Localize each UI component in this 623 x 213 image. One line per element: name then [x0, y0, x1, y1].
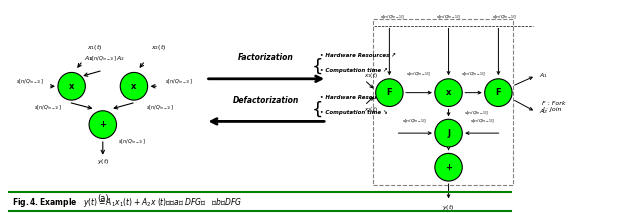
- Text: $A_1$: $A_1$: [539, 71, 548, 80]
- Text: $s[n/Q_{(n-1)}]$: $s[n/Q_{(n-1)}]$: [118, 138, 146, 146]
- Text: F : Fork
J : Join: F : Fork J : Join: [542, 101, 566, 112]
- Text: x: x: [446, 88, 451, 97]
- Text: $s[n/Q_{(n-1)}]$: $s[n/Q_{(n-1)}]$: [470, 118, 495, 125]
- Text: +: +: [99, 120, 107, 129]
- Text: J: J: [447, 129, 450, 138]
- Text: Factorization: Factorization: [238, 53, 294, 62]
- Text: $x_1(t)$: $x_1(t)$: [364, 71, 378, 80]
- Text: • Computation time ↘: • Computation time ↘: [320, 110, 388, 115]
- Text: {: {: [312, 101, 323, 119]
- Text: Defactorization: Defactorization: [233, 96, 299, 105]
- Text: x: x: [69, 82, 74, 91]
- Ellipse shape: [376, 79, 403, 106]
- Text: $s[n/Q_{(n-1)}]$: $s[n/Q_{(n-1)}]$: [492, 13, 517, 21]
- Text: x: x: [131, 82, 136, 91]
- Text: $\bf{Fig.4.Example}$   $y(t)=A_1x_1(t)+A_2x$ $(t)$，（a） DFG，   （b）DFG: $\bf{Fig.4.Example}$ $y(t)=A_1x_1(t)+A_2…: [12, 196, 242, 209]
- Text: $s[n/Q_{(n-1)}]$: $s[n/Q_{(n-1)}]$: [89, 55, 117, 63]
- Ellipse shape: [435, 119, 462, 147]
- Bar: [373, 19, 513, 185]
- Text: $y(t)$: $y(t)$: [97, 157, 109, 166]
- Text: $x_2(t)$: $x_2(t)$: [364, 105, 378, 114]
- Ellipse shape: [120, 72, 148, 100]
- Text: $s[n/Q_{(n-1)}]$: $s[n/Q_{(n-1)}]$: [380, 13, 405, 21]
- Text: $s[n/Q_{(n-1)}]$: $s[n/Q_{(n-1)}]$: [464, 109, 489, 117]
- Text: $A_2$: $A_2$: [539, 107, 548, 116]
- Text: $y(t)$: $y(t)$: [442, 203, 455, 212]
- Text: • Hardware Resources ↗: • Hardware Resources ↗: [320, 53, 396, 58]
- Text: $s[n/Q_{(n-1)}]$: $s[n/Q_{(n-1)}]$: [436, 13, 461, 21]
- Text: {: {: [312, 58, 323, 76]
- Text: $s[n/Q_{(n-1)}]$: $s[n/Q_{(n-1)}]$: [165, 78, 193, 86]
- Text: F: F: [386, 88, 392, 97]
- Text: $A_2$: $A_2$: [116, 54, 125, 63]
- Text: $s[n/Q_{(n-1)}]$: $s[n/Q_{(n-1)}]$: [402, 118, 427, 125]
- Ellipse shape: [58, 72, 85, 100]
- Text: $s[n/Q_{(n-1)}]$: $s[n/Q_{(n-1)}]$: [461, 71, 486, 78]
- Text: (a): (a): [97, 194, 108, 203]
- Ellipse shape: [435, 79, 462, 106]
- Text: • Computation time ↗: • Computation time ↗: [320, 68, 388, 73]
- Text: $s[n/Q_{(n-1)}]$: $s[n/Q_{(n-1)}]$: [146, 104, 174, 112]
- Text: $s[n/Q_{(n-1)}]$: $s[n/Q_{(n-1)}]$: [406, 71, 432, 78]
- Ellipse shape: [89, 111, 117, 138]
- Text: F: F: [495, 88, 502, 97]
- Text: $s[n/Q_{(n-1)}]$: $s[n/Q_{(n-1)}]$: [16, 78, 44, 86]
- Text: +: +: [445, 163, 452, 172]
- Ellipse shape: [435, 153, 462, 181]
- Text: • Hardware Resources ↗: • Hardware Resources ↗: [320, 95, 396, 101]
- Ellipse shape: [485, 79, 512, 106]
- Text: $s[n/Q_{(n-1)}]$: $s[n/Q_{(n-1)}]$: [34, 104, 62, 112]
- Text: $x_1(t)$: $x_1(t)$: [87, 43, 103, 52]
- Text: $x_2(t)$: $x_2(t)$: [151, 43, 167, 52]
- Text: $A_1$: $A_1$: [84, 54, 93, 63]
